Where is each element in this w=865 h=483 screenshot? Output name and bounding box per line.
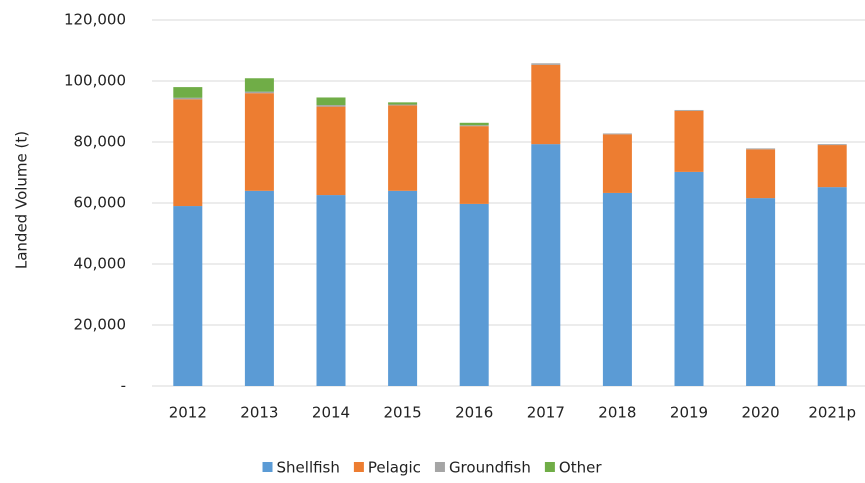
bar-segment [244,78,274,92]
y-axis-title: Landed Volume (t) [13,131,31,269]
bar-segment [602,134,632,193]
legend-swatch [544,462,555,472]
bar-segment [674,171,704,386]
bar-segment [244,190,274,386]
bar-segment [388,190,418,386]
bar-segment [674,110,704,172]
x-tick-label: 2018 [598,404,636,422]
bar-segment [531,64,561,145]
bar-segment [459,122,489,126]
bar-segment [316,105,346,107]
x-tick-label: 2020 [742,404,780,422]
bar-segment [244,93,274,191]
legend-swatch [434,462,445,472]
legend-label: Groundfish [449,459,531,477]
y-tick-label: 120,000 [64,11,126,29]
bar-segment [531,63,561,65]
bar-segment [817,187,847,386]
x-tick-label: 2016 [455,404,493,422]
bar-segment [817,144,847,146]
x-tick-label: 2021p [808,404,856,422]
y-tick-label: 100,000 [64,72,126,90]
bar-segment [173,87,203,98]
legend-label: Pelagic [368,459,421,477]
bar-segment [531,144,561,386]
legend-swatch [353,462,364,472]
bar-segment [746,198,776,386]
y-tick-label: 20,000 [74,316,127,334]
bar-segment [316,195,346,386]
bar-segment [388,105,418,191]
y-tick-label: 60,000 [74,194,127,212]
bar-segment [459,203,489,386]
y-tick-label: - [121,377,126,395]
bar-segment [746,148,776,150]
bar-segment [244,91,274,94]
legend-label: Other [559,459,602,477]
x-tick-label: 2014 [312,404,350,422]
bar-segment [602,192,632,386]
bar-segment [459,126,489,204]
x-tick-label: 2019 [670,404,708,422]
legend-swatch [262,462,273,472]
bar-segment [674,109,704,111]
x-tick-label: 2015 [384,404,422,422]
bar-segment [173,97,203,100]
bar-segment [746,149,776,199]
bar-segment [173,206,203,386]
bar-segment [173,99,203,207]
y-tick-label: 80,000 [74,133,127,151]
x-tick-label: 2012 [169,404,207,422]
bar-segment [316,97,346,106]
bar-segment [388,104,418,106]
bar-segment [817,145,847,188]
bar-segment [388,102,418,105]
bar-segment [459,125,489,127]
x-tick-label: 2013 [240,404,278,422]
y-tick-label: 40,000 [74,255,127,273]
x-tick-label: 2017 [527,404,565,422]
legend-label: Shellfish [277,459,340,477]
bar-segment [316,106,346,196]
bar-segment [602,133,632,135]
